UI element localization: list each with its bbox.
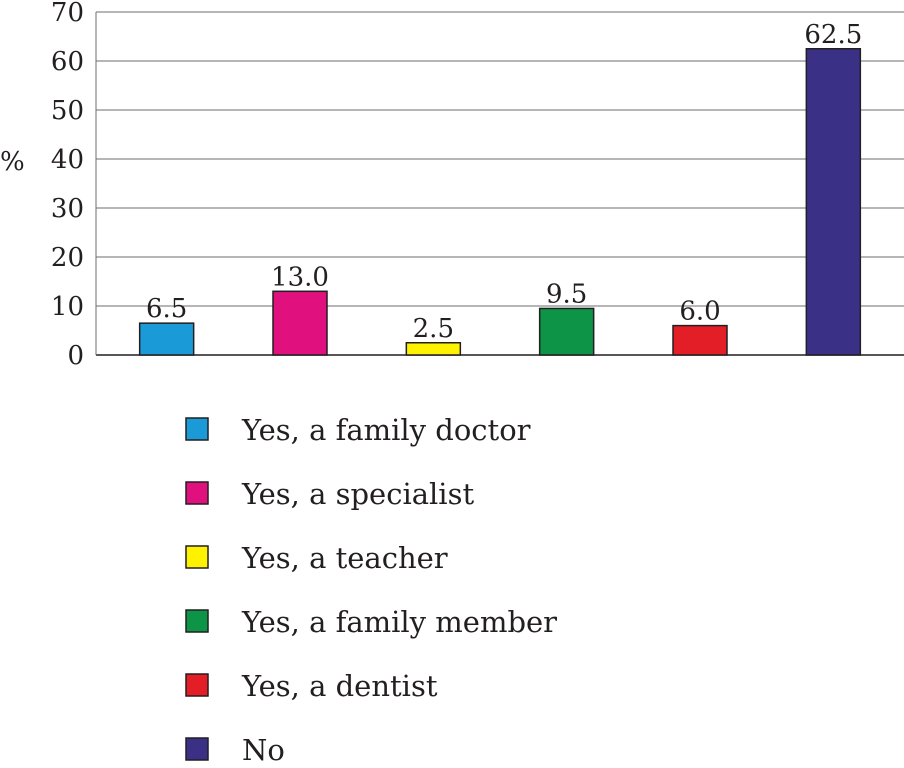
bar-1	[138, 322, 195, 356]
y-tick-label: 0	[67, 341, 84, 371]
legend-swatch	[185, 545, 209, 569]
legend-label: Yes, a family member	[241, 605, 557, 639]
y-tick-label: 40	[51, 145, 84, 175]
data-labels: 6.5 13.0 2.5 9.5 6.0 62.5	[146, 20, 862, 344]
legend-label: Yes, a dentist	[241, 669, 438, 703]
legend-label: Yes, a family doctor	[241, 413, 531, 447]
bar-value-label: 62.5	[804, 20, 862, 50]
legend-label: Yes, a teacher	[241, 541, 448, 575]
y-axis-ticks: 0 10 20 30 40 50 60 70	[51, 0, 84, 371]
legend-swatch	[185, 481, 209, 505]
y-axis-label: %	[0, 147, 25, 177]
bar-2	[272, 290, 328, 356]
legend-swatch	[185, 673, 209, 697]
bar-value-label: 6.0	[679, 297, 720, 327]
legend-label: No	[242, 733, 285, 767]
bar-value-label: 6.5	[146, 294, 187, 324]
gridlines	[95, 11, 904, 356]
bar-4	[538, 307, 595, 356]
bar-3	[405, 342, 462, 356]
y-tick-label: 50	[51, 96, 84, 126]
legend-swatch	[185, 417, 209, 441]
y-tick-label: 10	[51, 292, 84, 322]
y-tick-label: 60	[51, 47, 84, 77]
bar-value-label: 13.0	[271, 262, 329, 292]
y-tick-label: 70	[51, 0, 84, 28]
legend: Yes, a family doctor Yes, a specialist Yes…	[185, 413, 557, 767]
bar-5	[672, 324, 728, 356]
bar-value-label: 2.5	[413, 314, 454, 344]
bar-value-label: 9.5	[546, 279, 587, 309]
legend-label: Yes, a specialist	[241, 477, 474, 511]
y-tick-label: 20	[51, 243, 84, 273]
bars	[138, 48, 862, 356]
bar-6	[805, 48, 862, 356]
legend-swatch	[185, 609, 209, 633]
legend-swatch	[185, 737, 209, 761]
y-tick-label: 30	[51, 194, 84, 224]
